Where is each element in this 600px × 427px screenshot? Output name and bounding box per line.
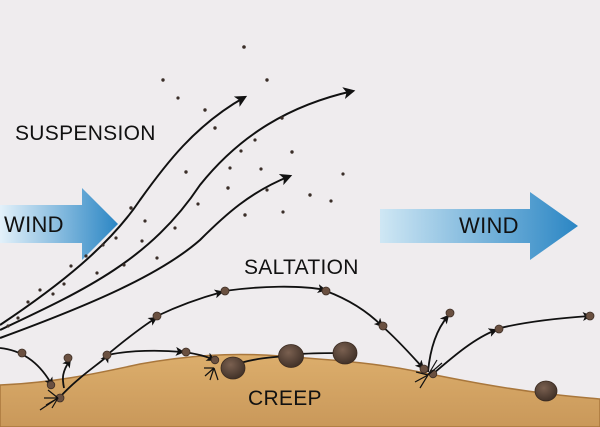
boulder xyxy=(534,380,558,402)
impact-splashes xyxy=(39,359,443,411)
sand-grain xyxy=(102,350,112,360)
boulder xyxy=(332,341,358,365)
wind-label-left: WIND xyxy=(4,212,64,237)
creep-boulders xyxy=(220,341,558,402)
sand-grain xyxy=(210,355,220,365)
sand-grain xyxy=(46,380,56,390)
saltation-path xyxy=(0,347,53,387)
saltation-path xyxy=(223,284,327,294)
impact-splash-icon xyxy=(414,359,443,389)
suspended-dust xyxy=(6,45,345,328)
saltation-path xyxy=(433,328,498,374)
suspension-path xyxy=(0,87,356,331)
wind-arrow-left xyxy=(0,188,118,260)
sand-grain xyxy=(321,286,331,296)
sand-grain xyxy=(152,311,162,321)
impact-splash-icon xyxy=(39,389,59,411)
saltation-path xyxy=(382,326,425,370)
boulder xyxy=(278,344,304,368)
sand-grain xyxy=(419,364,429,374)
sand-grain xyxy=(17,348,27,358)
saltation-path xyxy=(106,317,158,356)
wind-label-right: WIND xyxy=(459,213,519,238)
wind-arrow-right xyxy=(380,192,578,260)
saltation-label: SALTATION xyxy=(244,256,359,279)
boulder xyxy=(220,356,246,380)
sand-grain xyxy=(445,308,455,318)
impact-splash-icon xyxy=(204,367,219,381)
sand-grain xyxy=(63,353,73,363)
sand-grain xyxy=(378,321,388,331)
sand-grain xyxy=(585,311,595,321)
saltation-path xyxy=(107,346,185,356)
saltation-path xyxy=(325,290,384,328)
saltation-path xyxy=(427,314,450,373)
sand-grain xyxy=(181,347,191,357)
saltation-path xyxy=(156,289,224,317)
sand-grain xyxy=(494,324,504,334)
suspension-path xyxy=(0,173,293,339)
creep-label: CREEP xyxy=(248,387,322,410)
suspension-label: SUSPENSION xyxy=(15,122,156,145)
suspension-path xyxy=(0,95,248,326)
saltation-path xyxy=(499,311,592,329)
sand-grain xyxy=(220,286,230,296)
suspension-paths xyxy=(0,87,356,339)
wind-arrow-icon xyxy=(0,188,118,260)
saltation-path xyxy=(62,358,71,389)
wind-arrow-icon xyxy=(380,192,578,260)
saltation-paths xyxy=(0,284,592,398)
